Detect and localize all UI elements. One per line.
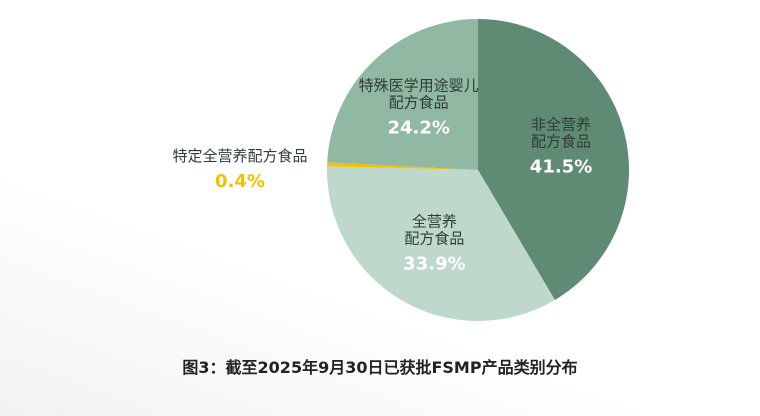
pie-slice — [327, 166, 555, 321]
slice-label: 特殊医学用途婴儿 配方食品 24.2% — [358, 76, 479, 139]
category-label: 非全营养 配方食品 — [531, 115, 592, 151]
chart-title: 图3：截至2025年9月30日已获批FSMP产品类别分布 — [182, 358, 578, 377]
pie-slice — [327, 19, 478, 170]
value-label: 24.2% — [387, 117, 450, 139]
category-label: 特殊医学用途婴儿 配方食品 — [358, 76, 479, 112]
value-label: 41.5% — [529, 156, 593, 178]
slice-label: 特定全营养配方食品 0.4% — [172, 147, 308, 193]
slice-label: 非全营养 配方食品 41.5% — [529, 115, 593, 178]
value-label: 33.9% — [403, 253, 466, 275]
slice-label: 全营养 配方食品 33.9% — [403, 212, 466, 275]
category-label: 特定全营养配方食品 — [172, 147, 308, 165]
pie-slice — [327, 162, 478, 170]
value-label: 0.4% — [215, 171, 265, 192]
pie-slice — [478, 19, 629, 300]
category-label: 全营养 配方食品 — [404, 212, 465, 248]
